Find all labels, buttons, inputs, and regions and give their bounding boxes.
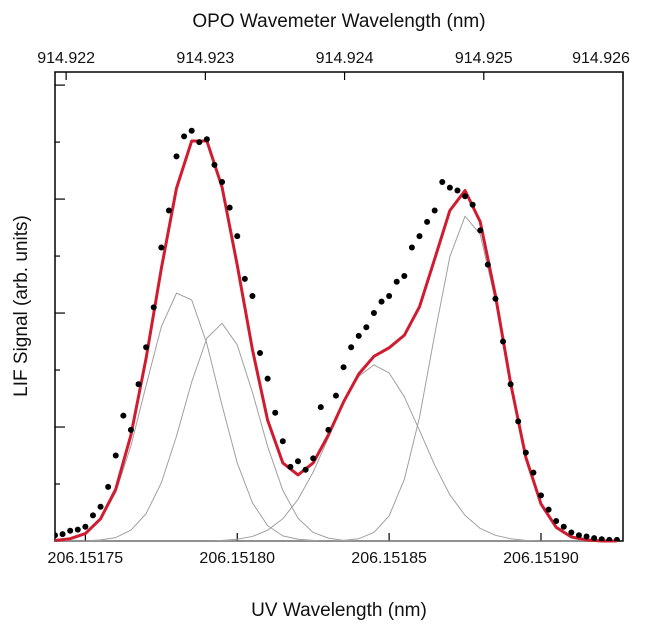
data-point (257, 349, 264, 356)
data-point (560, 523, 567, 530)
data-point (477, 227, 484, 234)
data-point (249, 292, 256, 299)
data-point (287, 463, 294, 470)
data-point (583, 533, 590, 540)
data-point (530, 469, 537, 476)
data-point (82, 523, 89, 530)
data-point (97, 503, 104, 510)
data-point (127, 426, 134, 433)
data-point (591, 535, 598, 541)
data-point (613, 536, 620, 541)
y-axis-title: LIF Signal (arb. units) (11, 215, 32, 397)
plot-frame (54, 71, 624, 542)
data-point (355, 332, 362, 339)
data-point (462, 193, 469, 200)
data-point (431, 207, 438, 214)
data-point (317, 404, 324, 411)
data-point (363, 324, 370, 331)
data-point (165, 207, 172, 214)
data-point (507, 381, 514, 388)
data-point (89, 512, 96, 519)
x-tick-label: 206.15185 (351, 550, 427, 567)
data-point (424, 218, 431, 225)
x2-tick-label: 914.922 (37, 50, 95, 67)
data-point (408, 244, 415, 251)
data-point (264, 375, 271, 382)
data-point (196, 139, 203, 146)
data-point (348, 344, 355, 351)
data-point (150, 304, 157, 311)
data-point (484, 261, 491, 268)
data-point (74, 526, 81, 533)
x-tick-label: 206.15180 (199, 550, 275, 567)
data-point (211, 161, 218, 168)
data-point (120, 412, 127, 419)
x2-tick-label: 914.924 (316, 50, 374, 67)
data-point (598, 536, 605, 541)
data-point (340, 364, 347, 371)
data-point (416, 233, 423, 240)
data-point (575, 532, 582, 539)
data-point (105, 483, 112, 490)
data-point (515, 418, 522, 425)
data-point (325, 426, 332, 433)
data-point (181, 133, 188, 140)
x2-tick-label: 914.926 (572, 50, 630, 67)
data-point (492, 295, 499, 302)
data-point (241, 275, 248, 282)
data-point (135, 381, 142, 388)
data-point (158, 244, 165, 251)
x-tick-label: 206.15175 (48, 550, 124, 567)
x2-tick-label: 914.923 (176, 50, 234, 67)
data-point (67, 527, 74, 534)
data-point (553, 518, 560, 525)
x-tick-label: 206.15190 (503, 550, 579, 567)
data-point (143, 344, 150, 351)
fit-curve (54, 139, 617, 543)
data-point (302, 466, 309, 473)
data-point (393, 278, 400, 285)
data-point (545, 506, 552, 513)
data-point (219, 178, 226, 185)
data-point (188, 127, 195, 134)
top-axis-title: OPO Wavemeter Wavelength (nm) (192, 11, 485, 32)
data-point (279, 438, 286, 445)
data-point (568, 529, 575, 536)
data-point (272, 409, 279, 416)
data-point (537, 492, 544, 499)
data-point (522, 449, 529, 456)
x2-tick-label: 914.925 (455, 50, 513, 67)
data-point (454, 187, 461, 194)
data-point (112, 452, 119, 459)
data-point (469, 201, 476, 208)
data-point (401, 273, 408, 280)
data-point (378, 298, 385, 305)
component-curve (55, 215, 617, 542)
data-point (332, 392, 339, 399)
data-point (234, 233, 241, 240)
data-point (203, 136, 210, 143)
data-point (294, 458, 301, 465)
data-point (310, 455, 317, 462)
data-point (173, 153, 180, 160)
data-point (500, 338, 507, 345)
data-point (606, 536, 613, 541)
data-point (439, 178, 446, 185)
data-point (226, 204, 233, 211)
component-curve (55, 322, 617, 542)
data-point (446, 184, 453, 191)
data-point (59, 531, 66, 538)
data-point (386, 292, 393, 299)
data-point (370, 310, 377, 317)
data-point (55, 532, 58, 539)
x-axis-title: UV Wavelength (nm) (251, 600, 427, 621)
